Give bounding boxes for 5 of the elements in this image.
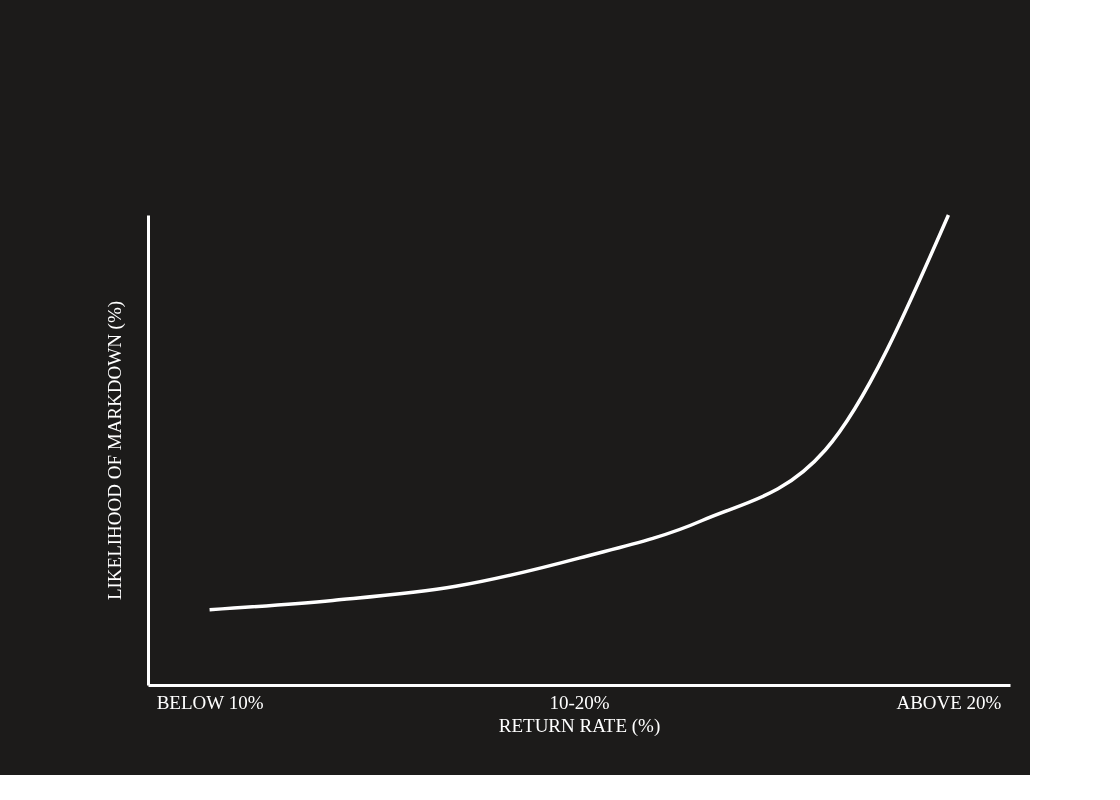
y-axis-title: LIKELIHOOD OF MARKDOWN (%) (103, 300, 126, 601)
x-tick-label: 10-20% (549, 691, 610, 713)
x-tick-label: BELOW 10% (156, 691, 264, 713)
x-tick-label: ABOVE 20% (896, 691, 1002, 713)
x-axis-title: RETURN RATE (%) (498, 714, 661, 737)
